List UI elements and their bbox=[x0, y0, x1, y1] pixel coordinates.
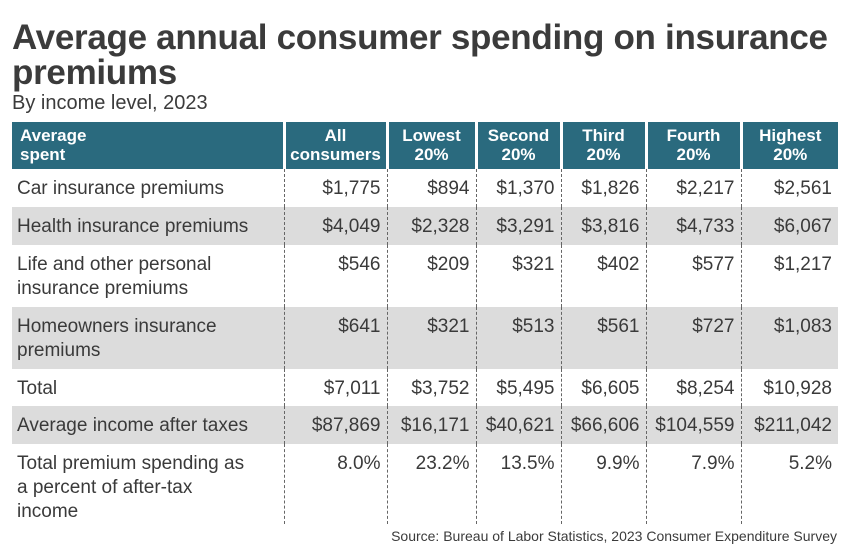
source-note: Source: Bureau of Labor Statistics, 2023… bbox=[391, 528, 837, 544]
table-cell: $10,928 bbox=[740, 369, 838, 406]
table-row: Average income after taxes $87,869 $16,171… bbox=[12, 406, 838, 444]
table-cell: $7,011 bbox=[283, 369, 387, 406]
table-cell: $561 bbox=[560, 307, 646, 369]
table-cell: $87,869 bbox=[283, 406, 387, 444]
table-cell: $2,561 bbox=[740, 169, 838, 207]
table-cell: $6,605 bbox=[560, 369, 646, 406]
table-cell: $104,559 bbox=[645, 406, 741, 444]
table-cell: $894 bbox=[386, 169, 476, 207]
table-cell: $211,042 bbox=[740, 406, 838, 444]
row-label: Car insurance premiums bbox=[17, 178, 224, 199]
table-row: Homeowners insurance premiums $641 $321 $51… bbox=[12, 307, 838, 369]
column-header: Highest 20% bbox=[739, 122, 838, 169]
row-label: Life and other personal insurance premiu… bbox=[17, 254, 212, 299]
table-cell: $6,067 bbox=[740, 207, 838, 245]
column-header: All consumers bbox=[282, 122, 387, 169]
table-cell: $3,752 bbox=[386, 369, 476, 406]
table-cell: $1,370 bbox=[475, 169, 561, 207]
table-cell: $1,083 bbox=[740, 307, 838, 369]
table-cell: $66,606 bbox=[560, 406, 646, 444]
row-label: Average income after taxes bbox=[12, 406, 284, 444]
table-cell: $8,254 bbox=[645, 369, 741, 406]
row-label: Total premium spending as a percent of a… bbox=[17, 453, 245, 522]
table-cell: $1,826 bbox=[560, 169, 646, 207]
table-cell: $321 bbox=[475, 245, 561, 307]
column-header: Lowest 20% bbox=[385, 122, 476, 169]
table-cell: $546 bbox=[283, 245, 387, 307]
table-cell: $402 bbox=[560, 245, 646, 307]
table-cell: $3,816 bbox=[560, 207, 646, 245]
table-row: Car insurance premiums $1,775 $894 $1,370 $1… bbox=[12, 169, 838, 207]
table-cell: $2,217 bbox=[645, 169, 741, 207]
table-cell: $577 bbox=[645, 245, 741, 307]
table-cell: $16,171 bbox=[386, 406, 476, 444]
table-cell: 5.2% bbox=[740, 444, 838, 524]
column-header: Fourth 20% bbox=[644, 122, 741, 169]
table-cell: $727 bbox=[645, 307, 741, 369]
column-header: Average spent bbox=[12, 122, 284, 169]
chart-subtitle: By income level, 2023 bbox=[12, 92, 208, 114]
table-cell: $3,291 bbox=[475, 207, 561, 245]
table-cell: 8.0% bbox=[283, 444, 387, 524]
table-cell: $321 bbox=[386, 307, 476, 369]
row-label: Homeowners insurance premiums bbox=[12, 307, 284, 369]
table-cell: 23.2% bbox=[386, 444, 476, 524]
table-cell: 13.5% bbox=[475, 444, 561, 524]
table-cell: $1,775 bbox=[283, 169, 387, 207]
spending-table: Average spent All consumers Lowest 20% Seco… bbox=[12, 122, 838, 524]
table-row: Total $7,011 $3,752 $5,495 $6,605 $8,254 $10,9… bbox=[12, 369, 838, 406]
table-cell: $2,328 bbox=[386, 207, 476, 245]
chart-title: Average annual consumer spending on insu… bbox=[12, 18, 828, 92]
table-row: Total premium spending as a percent of a… bbox=[12, 444, 838, 524]
table-cell: 7.9% bbox=[645, 444, 741, 524]
table-cell: $4,733 bbox=[645, 207, 741, 245]
table-cell: $209 bbox=[386, 245, 476, 307]
table-cell: $4,049 bbox=[283, 207, 387, 245]
row-label: Total bbox=[17, 378, 58, 399]
table-cell: $40,621 bbox=[475, 406, 561, 444]
table-row: Health insurance premiums $4,049 $2,328 $3,… bbox=[12, 207, 838, 245]
table-cell: $641 bbox=[283, 307, 387, 369]
column-header: Third 20% bbox=[559, 122, 646, 169]
table-cell: 9.9% bbox=[560, 444, 646, 524]
row-label: Health insurance premiums bbox=[12, 207, 284, 245]
table-cell: $513 bbox=[475, 307, 561, 369]
column-header: Second 20% bbox=[474, 122, 561, 169]
table-cell: $1,217 bbox=[740, 245, 838, 307]
table-row: Life and other personal insurance premiu… bbox=[12, 245, 838, 307]
header-row: Average spent All consumers Lowest 20% Seco… bbox=[12, 122, 838, 169]
table-cell: $5,495 bbox=[475, 369, 561, 406]
